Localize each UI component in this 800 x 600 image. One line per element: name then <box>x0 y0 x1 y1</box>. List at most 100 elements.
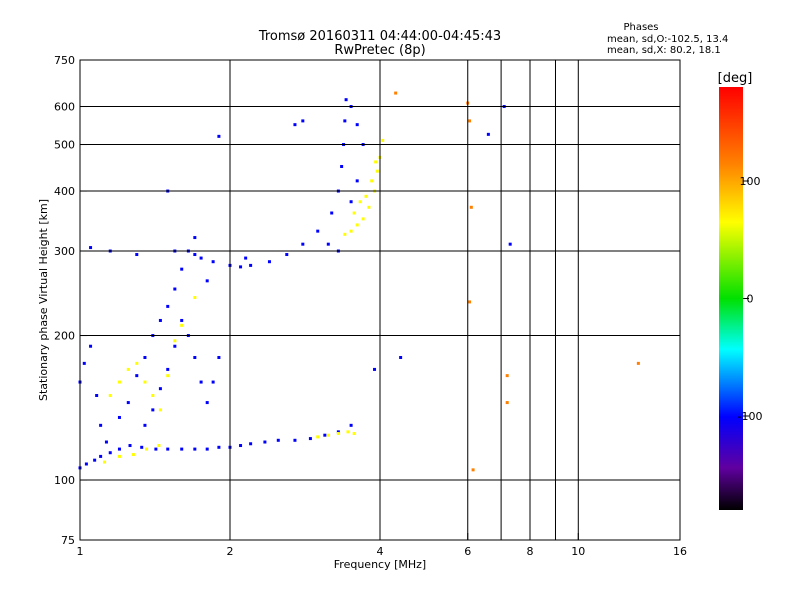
data-point <box>239 444 243 448</box>
data-point <box>349 229 353 233</box>
data-point <box>158 318 162 322</box>
y-tick-label: 300 <box>54 245 75 258</box>
data-point <box>108 451 112 455</box>
data-point <box>173 344 177 348</box>
data-point <box>308 437 312 441</box>
data-point <box>193 236 197 240</box>
chart-subtitle: RwPretec (8p) <box>334 43 425 58</box>
data-point <box>340 164 344 168</box>
data-point <box>205 447 209 451</box>
x-tick-label: 4 <box>377 545 384 558</box>
data-point <box>180 267 184 271</box>
data-point <box>343 119 347 123</box>
data-point <box>346 430 350 434</box>
data-point <box>193 447 197 451</box>
data-point <box>104 440 108 444</box>
data-point <box>89 246 93 250</box>
data-point <box>293 123 297 127</box>
data-point <box>158 408 162 412</box>
data-point <box>508 242 512 246</box>
data-point <box>364 194 368 198</box>
data-point <box>336 432 340 436</box>
data-point <box>370 179 374 183</box>
data-point <box>166 447 170 451</box>
data-point <box>126 367 130 371</box>
y-tick-label: 100 <box>54 474 75 487</box>
data-point <box>173 287 177 291</box>
data-point <box>468 119 472 123</box>
data-point <box>82 361 86 365</box>
y-tick-label: 600 <box>54 101 75 114</box>
x-axis-label: Frequency [MHz] <box>334 558 426 571</box>
stats-heading: Phases <box>623 22 658 33</box>
data-point <box>301 242 305 246</box>
gridlines <box>80 60 680 540</box>
data-point <box>103 460 107 464</box>
data-point <box>355 123 359 127</box>
data-point <box>166 367 170 371</box>
data-point <box>355 223 359 227</box>
data-point <box>239 265 243 269</box>
data-point <box>135 361 139 365</box>
data-point <box>99 423 103 427</box>
data-point <box>117 415 121 419</box>
data-point <box>157 444 161 448</box>
y-tick-label: 75 <box>61 534 75 547</box>
data-point <box>143 380 147 384</box>
data-point <box>135 253 139 257</box>
data-point <box>180 318 184 322</box>
data-point <box>89 344 93 348</box>
data-point <box>117 447 121 451</box>
data-point <box>330 211 334 215</box>
data-point <box>180 447 184 451</box>
data-point <box>199 380 203 384</box>
colorbar-tick-label: 100 <box>740 175 761 188</box>
data-point <box>471 468 475 472</box>
data-point <box>355 179 359 183</box>
data-point <box>140 445 144 449</box>
data-point <box>117 380 121 384</box>
data-point <box>158 387 162 391</box>
x-tick-labels: 1 2 4 6 8 10 16 <box>77 545 688 558</box>
data-point <box>276 438 280 442</box>
data-point <box>99 454 103 458</box>
data-point <box>323 433 327 437</box>
x-tick-label: 2 <box>227 545 234 558</box>
data-point <box>374 160 378 164</box>
data-point <box>336 430 340 434</box>
colorbar-tick-label: 0 <box>747 293 754 306</box>
data-point <box>193 296 197 300</box>
data-point <box>505 401 509 405</box>
data-point <box>199 256 203 260</box>
data-point <box>117 454 121 458</box>
data-point <box>143 423 147 427</box>
data-point <box>95 394 99 398</box>
data-point <box>217 355 221 359</box>
x-tick-label: 10 <box>571 545 585 558</box>
data-point <box>375 169 379 173</box>
data-point <box>135 374 139 378</box>
data-point <box>108 394 112 398</box>
y-tick-label: 400 <box>54 185 75 198</box>
data-point <box>399 355 403 359</box>
data-point <box>301 119 305 123</box>
data-point <box>151 394 155 398</box>
data-point <box>486 132 490 136</box>
phase-colorbar <box>719 87 743 510</box>
data-point <box>143 355 147 359</box>
y-tick-label: 500 <box>54 139 75 152</box>
data-point <box>205 401 209 405</box>
data-point <box>344 98 348 102</box>
x-tick-label: 16 <box>673 545 687 558</box>
data-point <box>93 458 97 462</box>
data-point <box>316 229 320 233</box>
y-tick-labels: 75 100 200 300 400 500 600 750 <box>54 54 75 547</box>
data-point <box>293 438 297 442</box>
data-point <box>352 211 356 215</box>
y-tick-label: 200 <box>54 330 75 343</box>
data-point <box>349 423 353 427</box>
data-point <box>145 447 149 451</box>
data-point <box>131 453 135 457</box>
data-point <box>505 374 509 378</box>
data-point <box>636 361 640 365</box>
